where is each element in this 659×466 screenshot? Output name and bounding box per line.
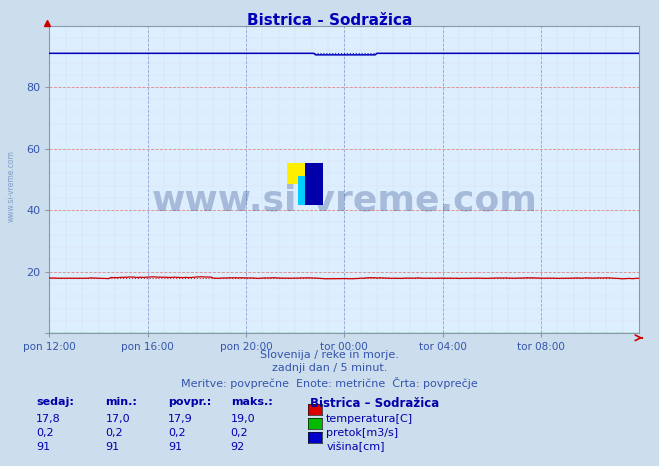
Text: sedaj:: sedaj:	[36, 397, 74, 407]
Text: 0,2: 0,2	[231, 428, 248, 438]
Bar	[287, 163, 304, 184]
Text: 17,0: 17,0	[105, 414, 130, 424]
Polygon shape	[304, 163, 323, 205]
Text: 91: 91	[36, 442, 50, 452]
Text: Meritve: povprečne  Enote: metrične  Črta: povprečje: Meritve: povprečne Enote: metrične Črta:…	[181, 377, 478, 389]
Text: 0,2: 0,2	[36, 428, 54, 438]
Text: 0,2: 0,2	[168, 428, 186, 438]
Text: 17,9: 17,9	[168, 414, 193, 424]
Text: 0,2: 0,2	[105, 428, 123, 438]
Text: min.:: min.:	[105, 397, 137, 407]
Text: povpr.:: povpr.:	[168, 397, 212, 407]
Text: 91: 91	[105, 442, 119, 452]
Text: Bistrica – Sodražica: Bistrica – Sodražica	[310, 397, 439, 410]
Text: www.si-vreme.com: www.si-vreme.com	[152, 184, 537, 218]
Text: 92: 92	[231, 442, 245, 452]
Text: 19,0: 19,0	[231, 414, 255, 424]
Text: 17,8: 17,8	[36, 414, 61, 424]
Text: 91: 91	[168, 442, 182, 452]
Text: Slovenija / reke in morje.: Slovenija / reke in morje.	[260, 350, 399, 360]
Text: Bistrica - Sodražica: Bistrica - Sodražica	[247, 13, 412, 28]
Bar	[298, 176, 323, 205]
Text: www.si-vreme.com: www.si-vreme.com	[7, 151, 16, 222]
Polygon shape	[298, 176, 304, 205]
Text: maks.:: maks.:	[231, 397, 272, 407]
Text: pretok[m3/s]: pretok[m3/s]	[326, 428, 398, 438]
Text: temperatura[C]: temperatura[C]	[326, 414, 413, 424]
Text: zadnji dan / 5 minut.: zadnji dan / 5 minut.	[272, 363, 387, 373]
Text: višina[cm]: višina[cm]	[326, 442, 385, 452]
